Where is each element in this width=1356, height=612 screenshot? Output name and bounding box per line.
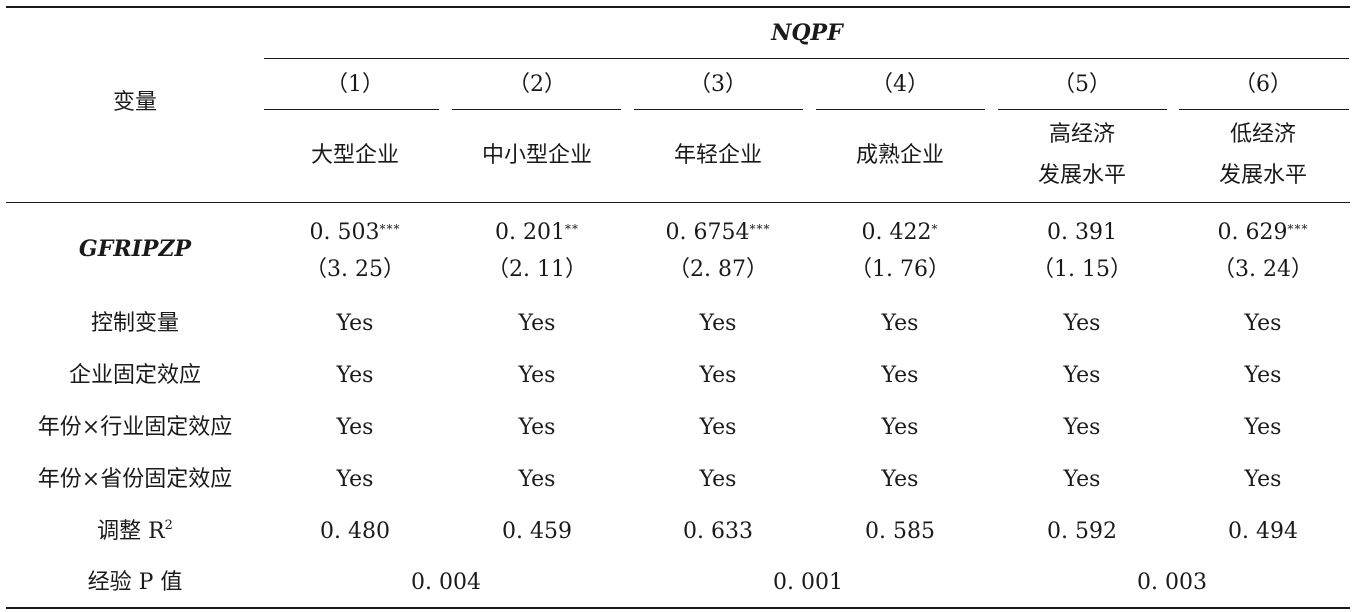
table-cell: 0. 494	[1228, 519, 1298, 544]
r2-label-text: 调整 R	[97, 519, 165, 544]
column-label-line-1: 高经济	[1048, 122, 1115, 147]
table-cell: 0. 633	[683, 519, 753, 544]
dependent-variable-label: NQPF	[771, 20, 843, 46]
t-statistic-cell: （1. 15）	[1032, 257, 1132, 282]
table-cell: Yes	[881, 467, 919, 492]
row-label-empirical-p: 经验 P 值	[87, 570, 183, 595]
significance-stars: *	[931, 222, 939, 236]
coefficient-value: 0. 6754	[665, 220, 750, 245]
table-cell: Yes	[336, 311, 374, 336]
column-number: （2）	[508, 72, 566, 97]
coefficient-value: 0. 422	[861, 220, 932, 245]
coefficient-cell: 0. 6754***	[631, 220, 806, 246]
column-label-line-1: 低经济	[1229, 122, 1296, 147]
significance-stars: **	[564, 222, 579, 236]
coefficient-cell: 0. 391	[995, 220, 1170, 246]
row-label-coefficient: GFRIPZP	[78, 236, 192, 262]
table-cell: Yes	[336, 363, 374, 388]
table-cell: Yes	[1244, 415, 1282, 440]
row-label: 控制变量	[90, 311, 179, 336]
table-cell: Yes	[1244, 467, 1282, 492]
table-cell: Yes	[699, 415, 737, 440]
table-cell: Yes	[1063, 415, 1101, 440]
table-cell: 0. 459	[502, 519, 572, 544]
coefficient-cell: 0. 503***	[268, 220, 443, 246]
coefficient-cell: 0. 422*	[813, 220, 988, 246]
spanner-rule	[264, 58, 1349, 59]
table-cell: 0. 592	[1047, 519, 1117, 544]
t-statistic-cell: （2. 11）	[487, 257, 587, 282]
significance-stars: ***	[749, 222, 771, 236]
column-number: （1）	[326, 72, 384, 97]
row-label: 企业固定效应	[68, 363, 201, 388]
table-cell: 0. 585	[865, 519, 935, 544]
bottom-rule	[6, 607, 1350, 609]
t-statistic-cell: （3. 25）	[305, 257, 405, 282]
p-value-cell: 0. 001	[773, 570, 843, 595]
column-label: 大型企业	[310, 143, 399, 168]
coefficient-cell: 0. 201**	[450, 220, 625, 246]
column-label-line-2: 发展水平	[1037, 163, 1126, 188]
column-label: 中小型企业	[481, 143, 592, 168]
t-statistic-cell: （1. 76）	[850, 257, 950, 282]
table-cell: Yes	[699, 363, 737, 388]
table-cell: Yes	[1244, 363, 1282, 388]
coefficient-value: 0. 503	[309, 220, 380, 245]
column-number-rule	[452, 109, 621, 110]
table-cell: Yes	[881, 363, 919, 388]
table-cell: 0. 480	[320, 519, 390, 544]
coefficient-value: 0. 391	[1047, 220, 1117, 245]
table-cell: Yes	[1063, 311, 1101, 336]
row-label-adjusted-r2: 调整 R2	[35, 518, 235, 545]
table-cell: Yes	[518, 415, 556, 440]
top-rule	[6, 6, 1350, 8]
column-number: （3）	[689, 72, 747, 97]
column-label-line-2: 发展水平	[1218, 163, 1307, 188]
t-statistic-cell: （2. 87）	[668, 257, 768, 282]
table-cell: Yes	[881, 311, 919, 336]
coefficient-cell: 0. 629***	[1176, 220, 1351, 246]
column-label: 年轻企业	[673, 143, 762, 168]
header-bottom-rule	[6, 202, 1350, 203]
row-label: 年份×行业固定效应	[37, 415, 233, 440]
column-number: （4）	[871, 72, 929, 97]
table-cell: Yes	[699, 311, 737, 336]
column-number: （5）	[1053, 72, 1111, 97]
table-cell: Yes	[1244, 311, 1282, 336]
table-cell: Yes	[518, 311, 556, 336]
column-number-rule	[816, 109, 985, 110]
t-statistic-cell: （3. 24）	[1213, 257, 1313, 282]
column-number-rule	[998, 109, 1167, 110]
table-cell: Yes	[1063, 467, 1101, 492]
table-cell: Yes	[518, 467, 556, 492]
row-label: 年份×省份固定效应	[37, 467, 233, 492]
table-cell: Yes	[336, 415, 374, 440]
r2-superscript: 2	[164, 518, 173, 533]
p-value-cell: 0. 004	[411, 570, 481, 595]
p-value-cell: 0. 003	[1137, 570, 1207, 595]
coefficient-value: 0. 201	[495, 220, 565, 245]
column-label: 成熟企业	[855, 143, 944, 168]
coefficient-value: 0. 629	[1217, 220, 1288, 245]
column-number-rule	[634, 109, 803, 110]
table-cell: Yes	[1063, 363, 1101, 388]
significance-stars: ***	[379, 222, 401, 236]
table-cell: Yes	[881, 415, 919, 440]
significance-stars: ***	[1287, 222, 1309, 236]
table-cell: Yes	[336, 467, 374, 492]
column-number-rule	[1179, 109, 1349, 110]
stub-header: 变量	[112, 90, 157, 115]
column-number-rule	[264, 109, 439, 110]
column-number: （6）	[1234, 72, 1292, 97]
table-cell: Yes	[699, 467, 737, 492]
table-cell: Yes	[518, 363, 556, 388]
